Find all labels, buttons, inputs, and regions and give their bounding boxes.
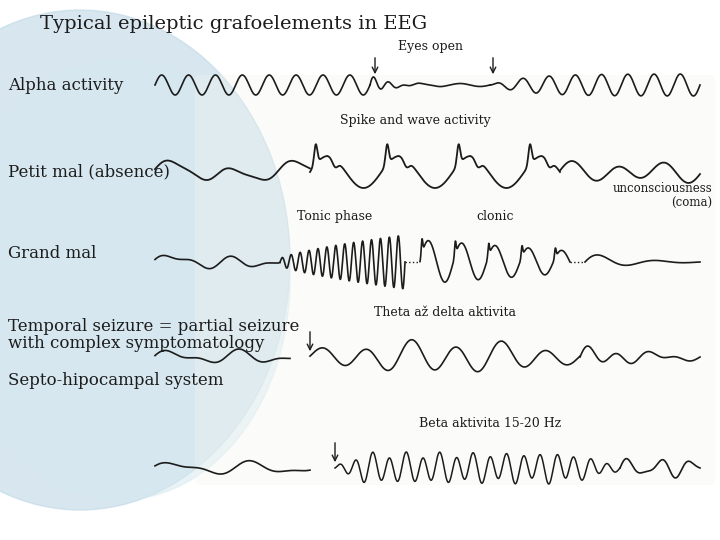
Text: Temporal seizure = partial seizure: Temporal seizure = partial seizure [8,318,300,335]
Text: Tonic phase: Tonic phase [297,210,373,223]
Text: Spike and wave activity: Spike and wave activity [340,114,490,127]
Ellipse shape [0,60,290,500]
Text: Typical epileptic grafoelements in EEG: Typical epileptic grafoelements in EEG [40,15,427,33]
Text: Petit mal (absence): Petit mal (absence) [8,164,170,180]
Text: Alpha activity: Alpha activity [8,77,123,93]
Text: Grand mal: Grand mal [8,246,96,262]
FancyBboxPatch shape [195,75,715,485]
Text: clonic: clonic [476,210,514,223]
Text: with complex symptomatology: with complex symptomatology [8,335,264,352]
Text: Theta až delta aktivita: Theta až delta aktivita [374,306,516,319]
Ellipse shape [0,10,290,510]
Text: Eyes open: Eyes open [397,40,462,53]
Text: Beta aktivita 15-20 Hz: Beta aktivita 15-20 Hz [419,417,561,430]
Text: unconsciousness
(coma): unconsciousness (coma) [612,182,712,210]
Text: Septo-hipocampal system: Septo-hipocampal system [8,372,223,389]
